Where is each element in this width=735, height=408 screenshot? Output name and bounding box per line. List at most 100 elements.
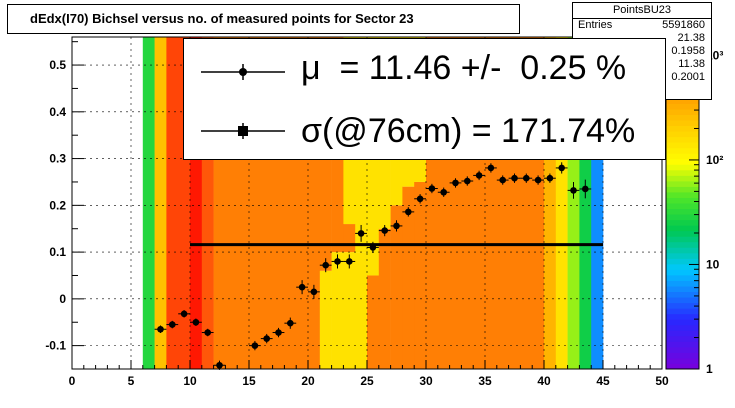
point-marker: [169, 321, 176, 328]
palette-band: [666, 258, 699, 265]
palette-band: [666, 324, 699, 331]
x-tick-label: 25: [360, 374, 374, 388]
palette-band: [666, 214, 699, 221]
point-marker: [381, 227, 389, 234]
stats-title: PointsBU23: [573, 3, 711, 19]
point-marker: [393, 222, 400, 230]
x-tick-label: 40: [537, 374, 551, 388]
palette-band: [666, 158, 699, 165]
palette-band: [666, 346, 699, 353]
y-tick-label: 0.1: [49, 245, 66, 259]
x-tick-label: 50: [655, 374, 669, 388]
stats-row: 0.1958: [573, 45, 711, 58]
heatmap-cell: [367, 275, 380, 369]
palette-band: [666, 136, 699, 143]
data-point: [249, 340, 261, 351]
point-marker: [298, 283, 306, 291]
point-marker: [251, 342, 259, 349]
x-tick-label: 10: [183, 374, 197, 388]
data-point: [567, 181, 580, 199]
y-axis: -0.1 0 0.1 0.2 0.3 0.4 0.5: [45, 41, 84, 353]
data-point: [378, 224, 391, 237]
palette-band: [666, 319, 699, 326]
palette-band: [666, 313, 699, 320]
data-point: [496, 175, 509, 185]
data-point: [390, 220, 403, 232]
point-marker: [475, 172, 483, 179]
y-tick-label: 0.4: [49, 105, 66, 119]
palette-band: [666, 175, 699, 182]
point-marker: [523, 174, 530, 182]
point-marker: [216, 361, 223, 369]
data-point: [414, 194, 426, 204]
data-point: [437, 187, 450, 197]
palette-band: [666, 186, 699, 193]
heatmap-cell: [414, 181, 427, 369]
data-point: [166, 320, 179, 329]
palette-band: [666, 164, 699, 171]
y-tick-label: -0.1: [45, 339, 66, 353]
x-tick-label: 15: [242, 374, 256, 388]
chart-title: dEdx(I70) Bichsel versus no. of measured…: [7, 4, 520, 34]
point-marker: [570, 187, 577, 194]
x-axis: 0 5 10 15 20 25 30 35 40 45 50: [69, 360, 669, 388]
x-tick-label: 30: [419, 374, 433, 388]
palette-band: [666, 330, 699, 337]
data-point: [213, 360, 226, 370]
palette-band: [666, 180, 699, 187]
point-marker: [534, 176, 542, 184]
data-point: [201, 328, 214, 337]
palette-band: [666, 197, 699, 204]
x-tick-label: 0: [69, 374, 76, 388]
point-marker: [204, 329, 211, 336]
data-point: [508, 173, 521, 183]
palette-tick-label: 10²: [706, 153, 723, 167]
y-tick-label: 0.3: [49, 152, 66, 166]
palette-tick-label: 1: [706, 362, 713, 376]
heatmap-cell: [390, 205, 403, 369]
y-tick-label: 0.5: [49, 58, 66, 72]
point-marker: [464, 177, 471, 185]
data-point: [190, 318, 202, 326]
data-point: [154, 325, 167, 333]
x-tick-label: 20: [301, 374, 315, 388]
palette-band: [666, 147, 699, 154]
point-marker: [546, 174, 554, 182]
palette-band: [666, 352, 699, 359]
stats-row: 21.38: [573, 32, 711, 45]
data-point: [426, 183, 438, 194]
point-marker: [192, 318, 200, 326]
point-marker: [275, 329, 282, 336]
legend-sigma-label: σ(@76cm) = 171.74%: [301, 112, 636, 150]
point-marker: [263, 335, 271, 342]
palette-band: [666, 120, 699, 127]
palette-band: [666, 108, 699, 115]
point-marker: [452, 179, 459, 187]
palette-band: [666, 97, 699, 104]
palette-band: [666, 280, 699, 287]
stats-value: 0.2001: [671, 71, 705, 83]
palette-band: [666, 131, 699, 138]
palette-band: [666, 357, 699, 364]
palette-band: [666, 241, 699, 248]
heatmap-cell: [154, 37, 167, 369]
point-marker: [180, 310, 188, 318]
heatmap-cell: [402, 186, 415, 369]
palette-band: [666, 302, 699, 309]
stats-row: 0.2001: [573, 71, 711, 84]
palette-band: [666, 274, 699, 281]
x-tick-label: 35: [478, 374, 492, 388]
data-point: [532, 175, 544, 185]
data-point: [402, 207, 415, 217]
point-marker: [428, 185, 436, 192]
stats-row: Entries 5591860: [573, 19, 711, 32]
heatmap-cell: [319, 270, 332, 369]
stats-value: 11.38: [678, 58, 705, 70]
heatmap-cell: [142, 37, 155, 369]
palette-band: [666, 341, 699, 348]
palette-band: [666, 225, 699, 232]
palette-band: [666, 219, 699, 226]
legend-square-marker: [238, 126, 248, 136]
data-point: [308, 284, 320, 299]
palette-band: [666, 153, 699, 160]
